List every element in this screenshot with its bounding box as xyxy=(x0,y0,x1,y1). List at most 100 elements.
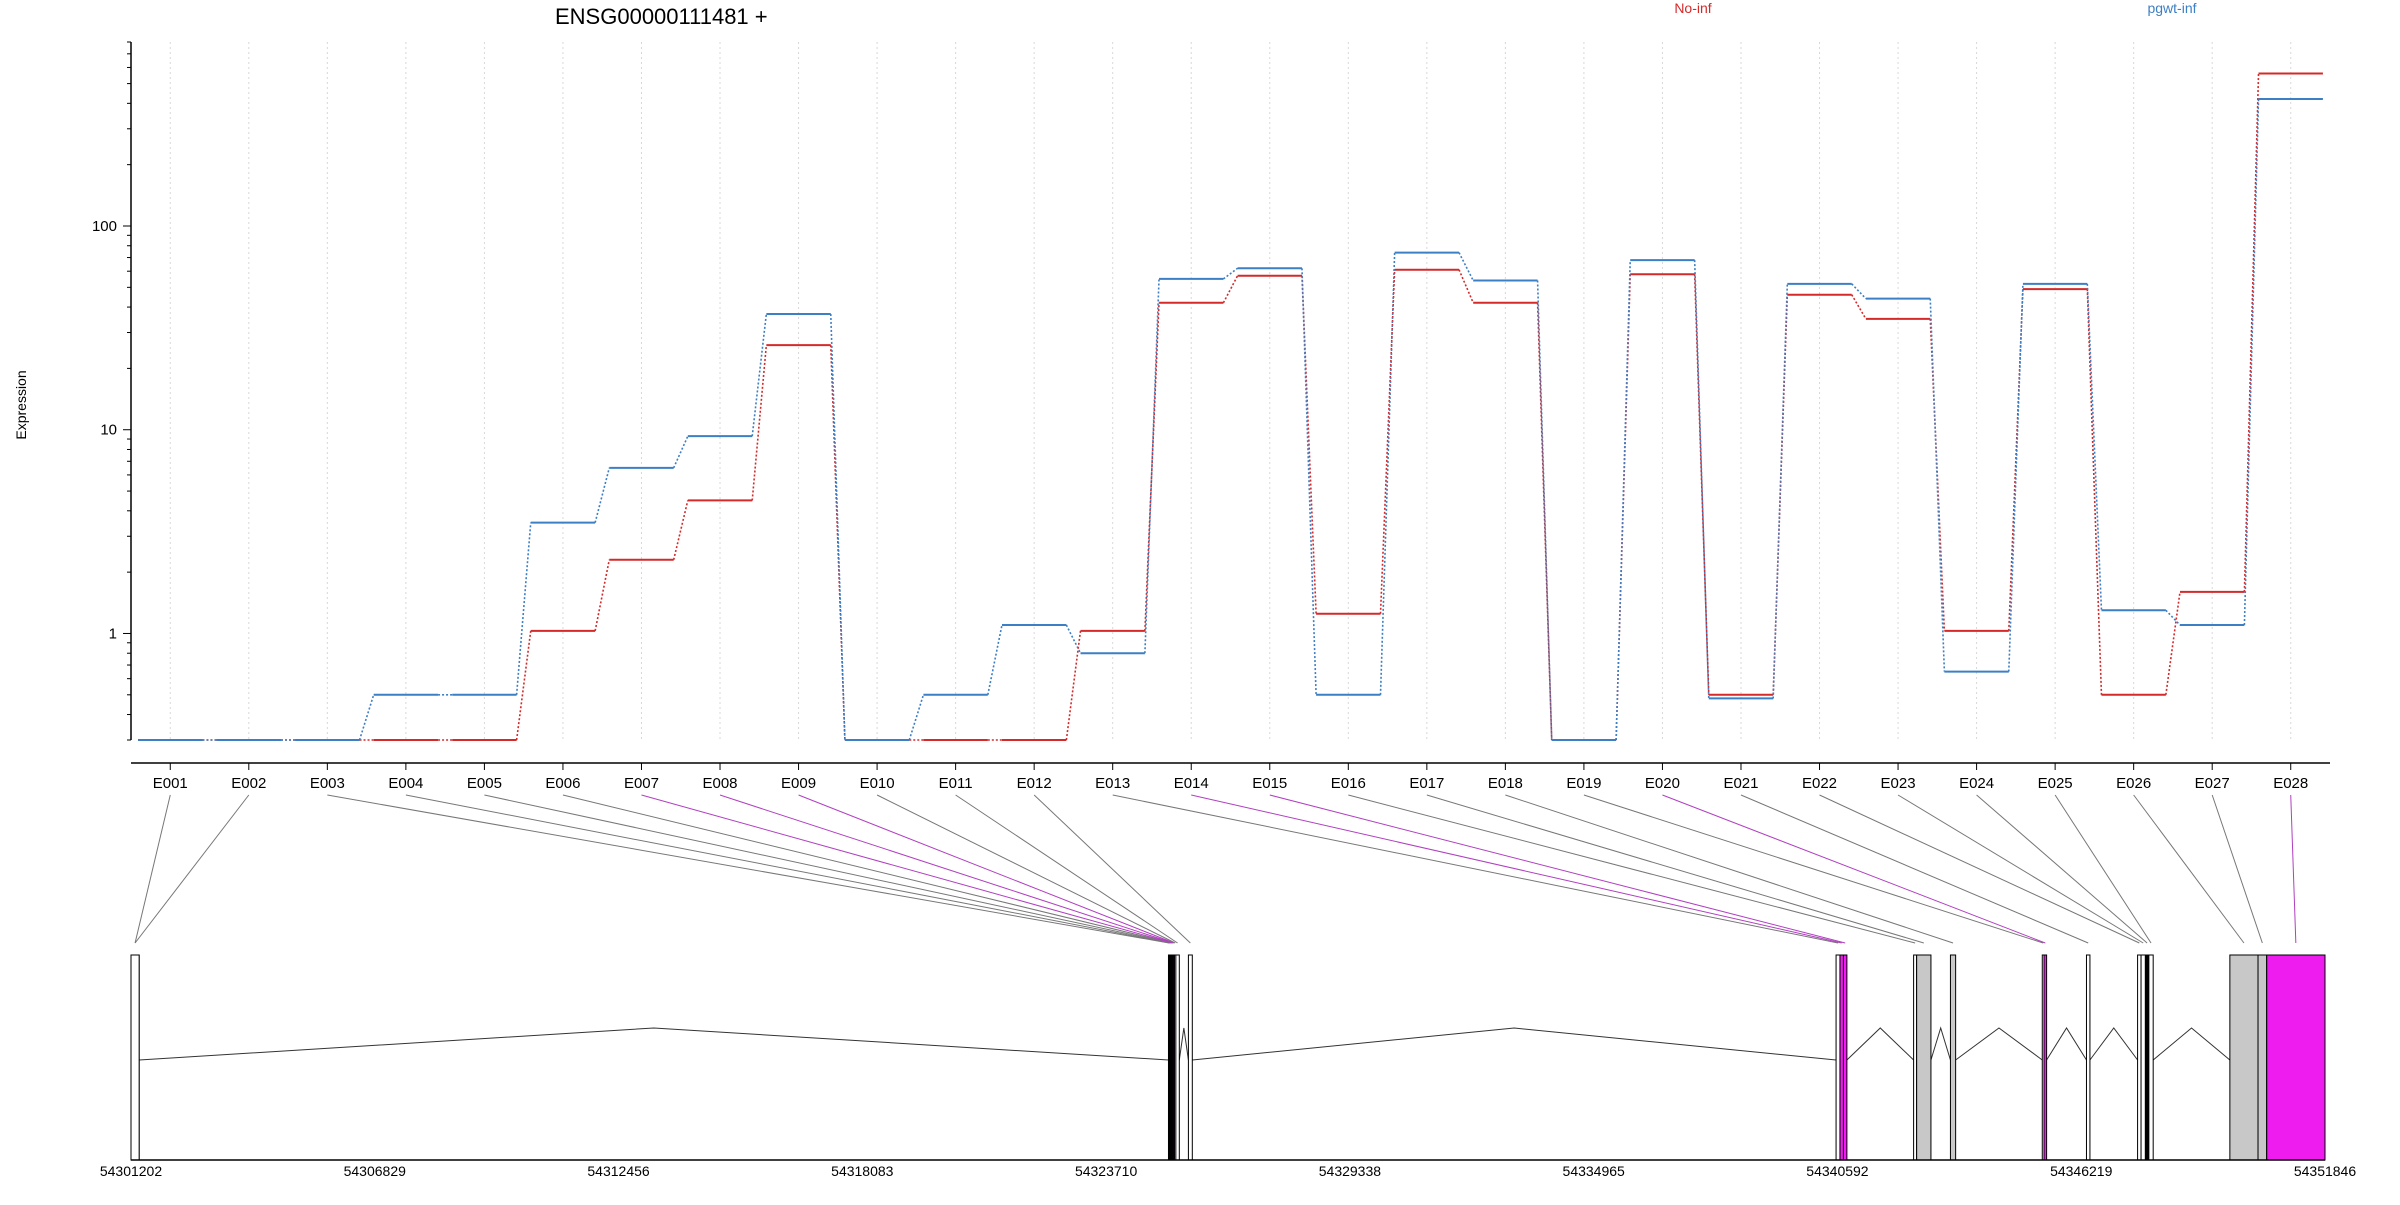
connector-line xyxy=(1740,794,2089,944)
series-connector xyxy=(594,559,611,632)
x-tick-label-e023: E023 xyxy=(1881,775,1916,792)
x-tick-label-e002: E002 xyxy=(231,775,266,792)
series-connector xyxy=(2165,591,2181,695)
connector-line xyxy=(2290,794,2297,944)
coordinate-tick-label: 54351846 xyxy=(2294,1163,2357,1179)
series-connector xyxy=(1379,252,1396,695)
series-connector xyxy=(987,624,1003,695)
connector-line xyxy=(405,794,1171,944)
exon-box-e025 xyxy=(2148,954,2154,1161)
exon-box-e023 xyxy=(2140,954,2146,1161)
x-tick-label-e013: E013 xyxy=(1095,775,1130,792)
y-axis: 1 10 100 xyxy=(92,41,132,741)
exon-box-e021 xyxy=(2085,954,2091,1161)
exon-box-e027 xyxy=(2257,954,2268,1161)
series-connector xyxy=(672,500,689,560)
series-connector xyxy=(1615,260,1632,741)
x-tick-label-e010: E010 xyxy=(860,775,895,792)
connector-line xyxy=(1976,794,2148,944)
x-tick-label-e016: E016 xyxy=(1331,775,1366,792)
exon-connector-lines xyxy=(134,794,2297,944)
series-connector xyxy=(1458,269,1474,304)
x-tick-label-e005: E005 xyxy=(467,775,502,792)
exon-box-e015 xyxy=(1842,954,1848,1161)
series-connector xyxy=(751,345,768,501)
series-connector xyxy=(515,630,532,741)
series-connector xyxy=(2086,289,2103,695)
x-tick-label-e004: E004 xyxy=(388,775,423,792)
intron-line xyxy=(2152,1027,2231,1061)
connector-line xyxy=(2211,794,2263,944)
series-layer xyxy=(138,72,2323,741)
x-tick-label-e028: E028 xyxy=(2273,775,2308,792)
intron-line xyxy=(2046,1027,2087,1061)
genomic-coordinate-axis: 54301202 54306829 54312456 54318083 54323710… xyxy=(100,955,2357,1179)
connector-line xyxy=(955,794,1178,944)
exon-box-e011 xyxy=(1175,954,1180,1161)
series-connector xyxy=(1301,275,1317,614)
connector-line xyxy=(2054,794,2152,944)
series-connector xyxy=(1458,252,1474,281)
connector-line xyxy=(1033,794,1191,944)
series-connector xyxy=(2165,609,2181,626)
x-tick-label-e026: E026 xyxy=(2116,775,2151,792)
connector-line xyxy=(134,794,250,944)
coordinate-tick-label: 54323710 xyxy=(1075,1163,1138,1179)
series-No-inf xyxy=(138,72,2323,741)
series-connector xyxy=(1693,260,1710,699)
connector-line xyxy=(641,794,1173,944)
connector-line xyxy=(1662,794,2046,944)
y-tick-label: 100 xyxy=(92,218,117,235)
intron-line xyxy=(1930,1026,1951,1061)
y-tick-label: 1 xyxy=(109,625,117,642)
connector-line xyxy=(876,794,1176,944)
coordinate-tick-label: 54312456 xyxy=(587,1163,650,1179)
x-tick-label-e011: E011 xyxy=(939,775,973,792)
series-connector xyxy=(1929,298,1946,672)
series-connector xyxy=(672,435,689,469)
chart-title: ENSG00000111481 + xyxy=(555,4,768,29)
series-connector xyxy=(1536,280,1553,741)
exon-box-e020 xyxy=(2043,954,2048,1161)
series-connector xyxy=(1144,278,1160,654)
coordinate-tick-label: 54301202 xyxy=(100,1163,163,1179)
connector-line xyxy=(327,794,1170,944)
exon-box-e014 xyxy=(1839,954,1844,1161)
y-tick-label: 10 xyxy=(100,422,117,439)
series-connector xyxy=(1772,283,1789,699)
series-connector xyxy=(1851,294,1867,320)
intron-line xyxy=(1846,1027,1914,1061)
coordinate-tick-label: 54329338 xyxy=(1319,1163,1382,1179)
coordinate-tick-label: 54340592 xyxy=(1806,1163,1869,1179)
vertical-grid xyxy=(169,42,2292,740)
x-tick-label-e021: E021 xyxy=(1723,775,1758,792)
x-tick-label-e025: E025 xyxy=(2038,775,2073,792)
x-tick-label-e001: E001 xyxy=(153,775,188,792)
series-connector xyxy=(515,522,532,695)
connector-line xyxy=(484,794,1171,944)
connector-line xyxy=(1505,794,1954,944)
series-connector xyxy=(1301,268,1317,695)
x-tick-label-e009: E009 xyxy=(781,775,816,792)
x-tick-label-e024: E024 xyxy=(1959,775,1994,792)
connector-line xyxy=(1191,794,1842,944)
x-tick-label-e020: E020 xyxy=(1645,775,1680,792)
series-connector xyxy=(1222,275,1239,304)
connector-line xyxy=(2133,794,2245,944)
gene-model xyxy=(130,954,2326,1161)
connector-line xyxy=(562,794,1172,944)
connector-line xyxy=(1112,794,1839,944)
coordinate-tick-label: 54318083 xyxy=(831,1163,894,1179)
exon-box-e018 xyxy=(1949,954,1957,1161)
exon-box-e024 xyxy=(2144,954,2150,1161)
series-connector xyxy=(358,694,375,741)
connector-line xyxy=(798,794,1175,944)
exon-box-e022 xyxy=(2137,954,2142,1161)
x-tick-label-e015: E015 xyxy=(1252,775,1287,792)
connector-line xyxy=(1819,794,2140,944)
series-connector xyxy=(2086,283,2103,611)
intron-line xyxy=(2089,1027,2138,1061)
x-tick-label-e007: E007 xyxy=(624,775,659,792)
